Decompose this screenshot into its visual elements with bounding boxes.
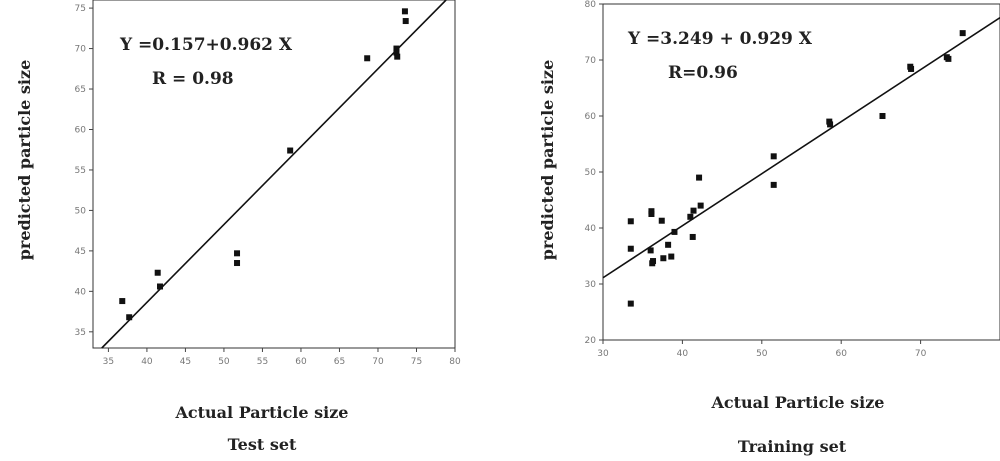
data-point bbox=[770, 153, 777, 160]
y-tick-label: 35 bbox=[75, 328, 86, 338]
chart-title: Test set bbox=[228, 435, 297, 454]
data-point bbox=[908, 65, 915, 72]
data-point bbox=[689, 233, 696, 240]
data-point bbox=[627, 245, 634, 252]
data-point bbox=[665, 241, 672, 248]
y-tick-label: 65 bbox=[75, 85, 86, 95]
data-point bbox=[671, 228, 678, 235]
equation-label: Y =0.157+0.962 X bbox=[119, 35, 293, 55]
y-axis-label: predicted particle size bbox=[538, 60, 557, 261]
x-tick-label: 70 bbox=[915, 349, 927, 359]
x-tick-label: 65 bbox=[334, 357, 345, 367]
y-axis-label: predicted particle size bbox=[15, 60, 34, 261]
data-point bbox=[648, 208, 655, 215]
x-tick-label: 45 bbox=[180, 357, 191, 367]
data-point bbox=[393, 45, 400, 52]
data-point bbox=[945, 55, 952, 62]
y-tick-label: 20 bbox=[585, 336, 597, 346]
data-point bbox=[696, 174, 703, 181]
r-value-label: R = 0.98 bbox=[152, 69, 234, 89]
data-point bbox=[879, 113, 886, 119]
y-tick-label: 60 bbox=[585, 112, 597, 122]
data-point bbox=[959, 30, 966, 37]
x-tick-label: 40 bbox=[141, 357, 153, 367]
y-tick-label: 50 bbox=[75, 206, 87, 216]
data-point bbox=[126, 314, 133, 321]
data-point bbox=[287, 147, 294, 154]
data-point bbox=[627, 300, 634, 307]
data-point bbox=[402, 18, 409, 25]
data-point bbox=[649, 260, 656, 267]
x-tick-label: 60 bbox=[835, 349, 847, 359]
y-tick-label: 70 bbox=[75, 45, 87, 55]
equation-label: Y =3.249 + 0.929 X bbox=[627, 29, 813, 49]
chart-title: Training set bbox=[738, 437, 847, 456]
x-axis-label: Actual Particle size bbox=[711, 393, 885, 412]
x-tick-label: 30 bbox=[597, 349, 609, 359]
x-tick-label: 75 bbox=[411, 357, 422, 367]
r-value-label: R=0.96 bbox=[668, 63, 738, 83]
data-point bbox=[690, 207, 697, 214]
data-point bbox=[234, 260, 241, 267]
y-tick-label: 75 bbox=[75, 4, 86, 14]
data-point bbox=[119, 298, 126, 305]
regression-line bbox=[602, 16, 1000, 279]
data-point bbox=[687, 213, 694, 220]
regression-line bbox=[101, 0, 447, 349]
data-point bbox=[658, 217, 665, 224]
data-point bbox=[660, 255, 667, 262]
data-point bbox=[154, 269, 161, 276]
data-point bbox=[627, 218, 634, 225]
training-set-panel: Y =3.249 + 0.929 X R=0.96 predicted part… bbox=[538, 0, 1000, 456]
x-tick-label: 80 bbox=[449, 357, 461, 367]
y-tick-label: 50 bbox=[585, 168, 597, 178]
x-tick-label: 60 bbox=[295, 357, 307, 367]
y-tick-label: 40 bbox=[585, 224, 597, 234]
test-set-panel: Y =0.157+0.962 X R = 0.98 predicted part… bbox=[15, 0, 461, 454]
y-tick-label: 40 bbox=[75, 287, 87, 297]
x-axis-label: Actual Particle size bbox=[175, 403, 349, 422]
data-point bbox=[157, 283, 164, 290]
x-tick-label: 35 bbox=[103, 357, 114, 367]
y-tick-label: 80 bbox=[585, 0, 597, 10]
data-point bbox=[401, 8, 408, 15]
y-tick-label: 70 bbox=[585, 56, 597, 66]
y-tick-label: 45 bbox=[75, 247, 86, 257]
data-point bbox=[234, 250, 241, 257]
x-tick-label: 55 bbox=[257, 357, 268, 367]
data-point bbox=[668, 253, 675, 260]
y-tick-label: 55 bbox=[75, 166, 86, 176]
y-tick-label: 60 bbox=[75, 125, 87, 135]
data-point bbox=[697, 202, 704, 209]
data-point bbox=[364, 55, 371, 62]
data-point bbox=[393, 49, 400, 56]
plot-frame bbox=[92, 0, 456, 349]
x-tick-label: 40 bbox=[677, 349, 689, 359]
y-tick-label: 30 bbox=[585, 280, 597, 290]
data-point bbox=[394, 53, 401, 60]
x-tick-label: 50 bbox=[756, 349, 768, 359]
x-tick-label: 70 bbox=[372, 357, 384, 367]
data-point bbox=[770, 181, 777, 188]
data-point bbox=[827, 121, 834, 128]
data-point bbox=[647, 247, 654, 254]
plot-frame bbox=[602, 3, 1000, 341]
x-tick-label: 50 bbox=[218, 357, 230, 367]
